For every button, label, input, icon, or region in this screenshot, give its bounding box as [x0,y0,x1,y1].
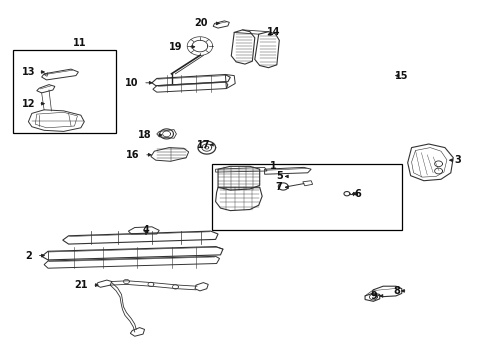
Text: 17: 17 [196,140,210,150]
Text: 18: 18 [138,130,151,140]
Text: 20: 20 [194,18,208,28]
Text: 7: 7 [275,182,282,192]
Text: 19: 19 [169,42,182,52]
Text: 12: 12 [22,99,35,109]
Text: 10: 10 [124,78,138,88]
Bar [13,50,116,133]
Text: 14: 14 [267,27,280,37]
Text: 9: 9 [370,291,377,301]
Text: 3: 3 [455,155,462,165]
Text: 11: 11 [73,38,87,48]
Text: 5: 5 [276,171,283,181]
Text: 13: 13 [22,67,35,77]
Text: 21: 21 [74,280,88,290]
Bar [212,164,402,230]
Text: 6: 6 [354,189,361,199]
Text: 2: 2 [25,251,32,261]
Text: 15: 15 [395,71,409,81]
Text: 4: 4 [143,225,149,235]
Text: 8: 8 [393,286,400,296]
Text: 16: 16 [125,150,139,160]
Text: 1: 1 [270,161,276,171]
